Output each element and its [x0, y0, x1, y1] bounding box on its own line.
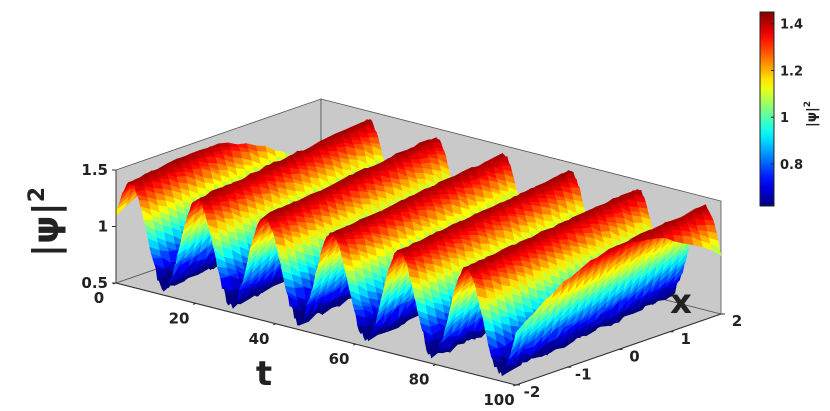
surface-patch — [428, 194, 441, 200]
surface-patch — [587, 218, 600, 225]
surface-patch — [457, 231, 470, 236]
surface-patch — [467, 230, 479, 236]
surface-patch — [527, 197, 540, 203]
surface-patch — [694, 218, 706, 226]
surface-patch — [246, 180, 259, 185]
surface-patch — [489, 161, 502, 168]
surface-patch — [540, 241, 553, 247]
surface-patch — [523, 245, 536, 250]
surface-patch — [570, 223, 583, 230]
surface-patch — [601, 208, 614, 215]
surface-mesh — [115, 119, 722, 377]
surface-patch — [431, 142, 443, 149]
surface-patch — [631, 215, 643, 224]
